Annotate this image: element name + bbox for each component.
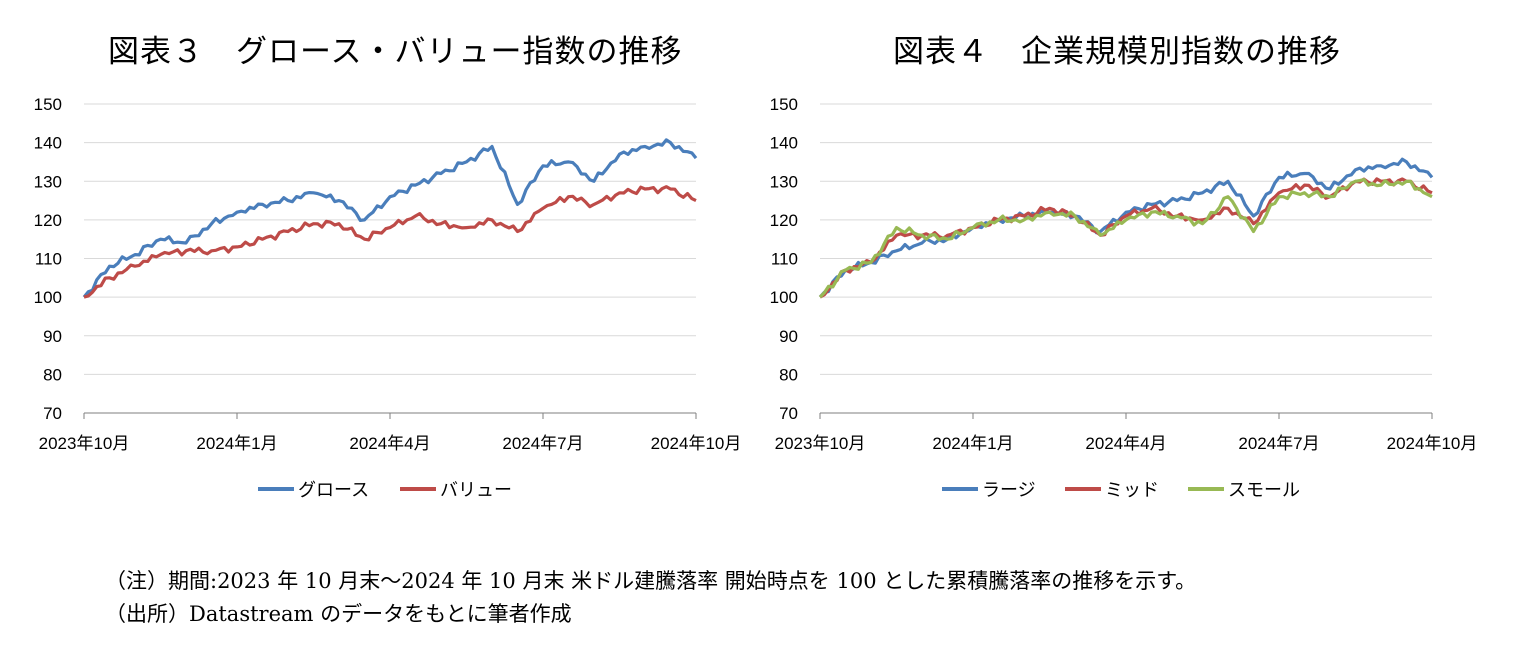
x-tick-label: 2024年1月 (932, 434, 1013, 453)
series-line-2 (818, 177, 1433, 299)
y-tick-label: 150 (770, 95, 798, 114)
x-tick-label: 2024年4月 (349, 434, 430, 453)
series-line-1 (819, 177, 1433, 299)
y-tick-label: 120 (770, 211, 798, 230)
right-chart-title: 図表４ 企業規模別指数の推移 (893, 34, 1341, 70)
series-line-1 (83, 185, 697, 299)
y-tick-label: 130 (770, 172, 798, 191)
y-tick-label: 150 (34, 95, 62, 114)
legend-label: ラージ (982, 480, 1036, 500)
note-period: （注）期間:2023 年 10 月末～2024 年 10 月末 米ドル建騰落率 … (105, 569, 1197, 593)
x-tick-label: 2024年7月 (1238, 434, 1319, 453)
note-source: （出所）Datastream のデータをもとに筆者作成 (105, 602, 572, 626)
growth-value-chart: 70 80 90 100 110 120 130 140 150 2023年10月 2024年1月 2… (34, 95, 742, 500)
y-tick-label: 120 (34, 211, 62, 230)
y-tick-label: 70 (779, 404, 798, 423)
x-tick-label: 2024年1月 (196, 434, 277, 453)
x-tick-label: 2024年10月 (651, 434, 742, 453)
x-tick-label: 2024年7月 (502, 434, 583, 453)
y-tick-label: 80 (779, 365, 798, 384)
left-chart-title: 図表３ グロース・バリュー指数の推移 (108, 34, 683, 70)
y-tick-label: 90 (779, 327, 798, 346)
y-tick-label: 140 (34, 134, 62, 153)
x-tick-label: 2023年10月 (775, 434, 866, 453)
y-tick-label: 100 (770, 288, 798, 307)
y-tick-label: 80 (43, 365, 62, 384)
series-line-0 (818, 157, 1434, 299)
x-tick-label: 2024年4月 (1085, 434, 1166, 453)
y-tick-label: 110 (35, 250, 62, 269)
series-line-0 (82, 138, 698, 299)
y-tick-label: 90 (43, 327, 62, 346)
y-tick-label: 70 (43, 404, 62, 423)
legend-label: スモール (1228, 480, 1300, 500)
legend-label: グロース (298, 480, 369, 500)
y-tick-label: 130 (34, 172, 62, 191)
y-tick-label: 140 (770, 134, 798, 153)
legend-label: ミッド (1105, 480, 1159, 500)
size-index-chart: 70 80 90 100 110 120 130 140 150 2023年10月 2024年1月 2… (770, 95, 1478, 500)
y-tick-label: 110 (771, 250, 798, 269)
legend-label: バリュー (440, 480, 512, 500)
x-tick-label: 2024年10月 (1387, 434, 1478, 453)
x-tick-label: 2023年10月 (39, 434, 130, 453)
y-tick-label: 100 (34, 288, 62, 307)
